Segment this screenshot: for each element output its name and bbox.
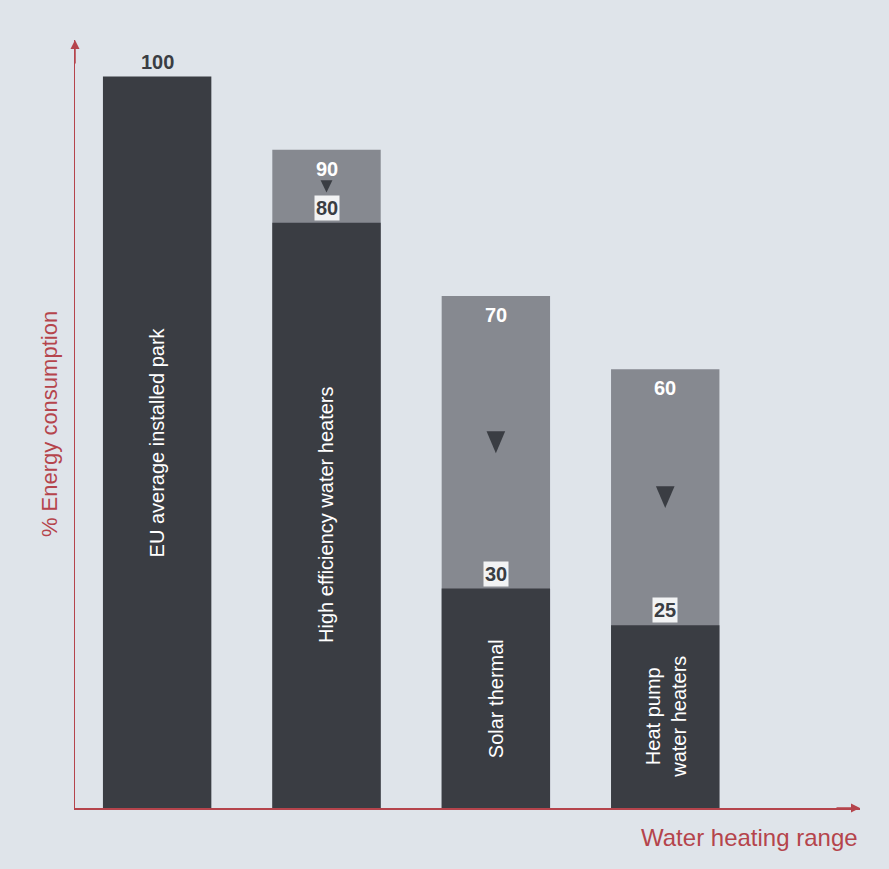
svg-text:Water heating range: Water heating range [641, 824, 858, 851]
svg-text:% Energy consumption: % Energy consumption [37, 311, 62, 537]
svg-text:Solar thermal: Solar thermal [485, 639, 507, 758]
svg-text:EU average installed park: EU average installed park [146, 327, 168, 557]
svg-text:25: 25 [654, 599, 676, 621]
svg-text:90: 90 [316, 158, 338, 180]
svg-text:High efficiency water heaters: High efficiency water heaters [315, 386, 337, 642]
svg-text:100: 100 [141, 51, 174, 73]
svg-text:80: 80 [316, 197, 338, 219]
svg-text:30: 30 [485, 563, 507, 585]
svg-text:Heat pumpwater heaters: Heat pumpwater heaters [642, 656, 690, 778]
svg-text:70: 70 [485, 304, 507, 326]
svg-text:60: 60 [654, 377, 676, 399]
